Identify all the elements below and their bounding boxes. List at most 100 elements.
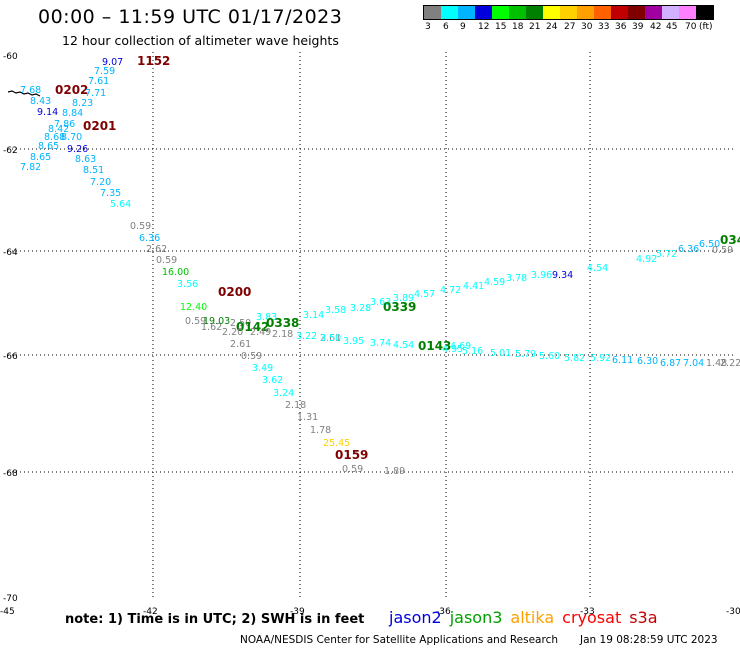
wave-height-label: 6.36 <box>139 233 160 244</box>
wave-height-label: 5.01 <box>490 348 511 359</box>
wave-height-label: 7.71 <box>85 88 106 99</box>
wave-height-label: 3.89 <box>393 293 414 304</box>
wave-height-label: 3.50 <box>320 333 341 344</box>
satellite-legend: jason2 jason3 altika cryosat s3a <box>389 608 666 627</box>
wave-height-label: 3.63 <box>370 297 391 308</box>
wave-height-label: 8.84 <box>62 108 83 119</box>
wave-height-label: 12.40 <box>180 302 207 313</box>
color-swatch <box>509 6 526 19</box>
color-scale-label: 21 <box>529 22 541 32</box>
wave-height-label: 0.59 <box>130 221 151 232</box>
wave-height-label: 4.59 <box>484 277 505 288</box>
latitude-label: -62 <box>3 146 18 156</box>
color-scale-label: 27 <box>564 22 576 32</box>
wave-height-label: 7.35 <box>100 188 121 199</box>
wave-height-label: 4.57 <box>414 289 435 300</box>
color-swatch <box>679 6 696 19</box>
wave-height-label: 2.20 <box>222 327 243 338</box>
wave-height-label: 8.65 <box>30 152 51 163</box>
satellite-legend-jason3: jason3 <box>449 608 503 627</box>
wave-height-label: 3.56 <box>177 279 198 290</box>
pass-time-label: 0339 <box>383 300 416 314</box>
satellite-legend-jason2: jason2 <box>389 608 442 627</box>
wave-height-label: 0.59 <box>241 351 262 362</box>
wave-height-label: 3.24 <box>273 388 294 399</box>
wave-height-label: 5.92 <box>590 353 611 364</box>
wave-height-label: 2.50 <box>230 318 251 329</box>
longitude-label: -45 <box>0 607 15 617</box>
wave-height-label: 3.78 <box>506 273 527 284</box>
wave-height-label: 16.00 <box>162 267 189 278</box>
pass-time-label: 0200 <box>218 285 251 299</box>
wave-height-label: 5.79 <box>515 349 536 360</box>
wave-height-label: 2.62 <box>146 244 167 255</box>
latitude-label: -68 <box>3 469 18 479</box>
longitude-labels: -45 -42 -39 -36 -33 -30 <box>0 607 740 617</box>
latitude-label: -60 <box>3 52 18 62</box>
wave-height-label: 25.45 <box>323 438 350 449</box>
wave-height-label: 8.68 <box>44 132 65 143</box>
satellite-legend-s3a: s3a <box>629 608 658 627</box>
color-swatch <box>628 6 645 19</box>
wave-height-label: 6.11 <box>612 355 633 366</box>
color-swatch <box>543 6 560 19</box>
footer-note: note: 1) Time is in UTC; 2) SWH is in fe… <box>65 612 365 627</box>
wave-height-label: 3.22 <box>296 331 317 342</box>
wave-height-label: 2.61 <box>320 333 341 344</box>
satellite-legend-cryosat: cryosat <box>562 608 622 627</box>
wave-height-label: 2.18 <box>272 329 293 340</box>
wave-height-label: 1.48 <box>706 358 727 369</box>
color-swatch <box>560 6 577 19</box>
page-subtitle: 12 hour collection of altimeter wave hei… <box>62 33 339 48</box>
color-swatch <box>441 6 458 19</box>
pass-time-label: 0142 <box>236 320 269 334</box>
wave-height-label: 8.42 <box>48 124 69 135</box>
wave-height-label: 3.96 <box>531 270 552 281</box>
wave-height-label: 2.61 <box>230 339 251 350</box>
pass-time-label: 0201 <box>83 119 116 133</box>
wave-height-label: 7.82 <box>20 162 41 173</box>
wave-height-label: 8.63 <box>75 154 96 165</box>
wave-height-label: 7.61 <box>88 76 109 87</box>
footer-credit: NOAA/NESDIS Center for Satellite Applica… <box>240 634 558 646</box>
wave-height-label: 9.26 <box>67 144 88 155</box>
color-scale-label: 18 <box>512 22 524 32</box>
color-scale-label: 12 <box>478 22 490 32</box>
color-swatch <box>424 6 441 19</box>
wave-height-label: 0.59 <box>712 245 733 256</box>
longitude-label: -33 <box>580 607 595 617</box>
wave-height-label: 1.78 <box>310 425 331 436</box>
coastline-fragment <box>7 90 41 97</box>
wave-height-label: 5.64 <box>110 199 131 210</box>
wave-height-label: 8.51 <box>83 165 104 176</box>
color-scale-swatches <box>423 5 714 20</box>
wave-height-label: 5.16 <box>462 346 483 357</box>
latitude-labels: -60 -62 -64 -66 -68 -70 <box>3 52 18 604</box>
wave-height-label: 0.59 <box>156 255 177 266</box>
color-scale-label: 6 <box>443 22 449 32</box>
color-scale-legend: 3 6 9 12 15 18 21 24 27 30 33 36 39 42 45 70 (ft) <box>423 5 714 34</box>
wave-height-label: 19.03 <box>203 316 230 327</box>
wave-height-label: 5.72 <box>656 249 677 260</box>
pass-time-label: 1152 <box>137 54 170 68</box>
pass-time-label: 0159 <box>335 448 368 462</box>
wave-height-label: 9.34 <box>552 270 573 281</box>
wave-height-label: 3.28 <box>350 303 371 314</box>
color-scale-label: 45 <box>666 22 678 32</box>
wave-height-label: 2.18 <box>285 400 306 411</box>
color-scale-label: 42 <box>650 22 662 32</box>
latitude-label: -66 <box>3 352 18 362</box>
color-swatch <box>577 6 594 19</box>
wave-height-label: 4.41 <box>463 281 484 292</box>
color-scale-label: 9 <box>460 22 466 32</box>
color-scale-label: 24 <box>546 22 558 32</box>
wave-height-label: 3.58 <box>325 305 346 316</box>
satellite-legend-altika: altika <box>510 608 555 627</box>
lat-lon-grid <box>8 52 735 600</box>
longitude-label: -42 <box>143 607 158 617</box>
longitude-label: -36 <box>436 607 451 617</box>
wave-height-label: 3.62 <box>262 375 283 386</box>
wave-height-label: 1.62 <box>201 322 222 333</box>
